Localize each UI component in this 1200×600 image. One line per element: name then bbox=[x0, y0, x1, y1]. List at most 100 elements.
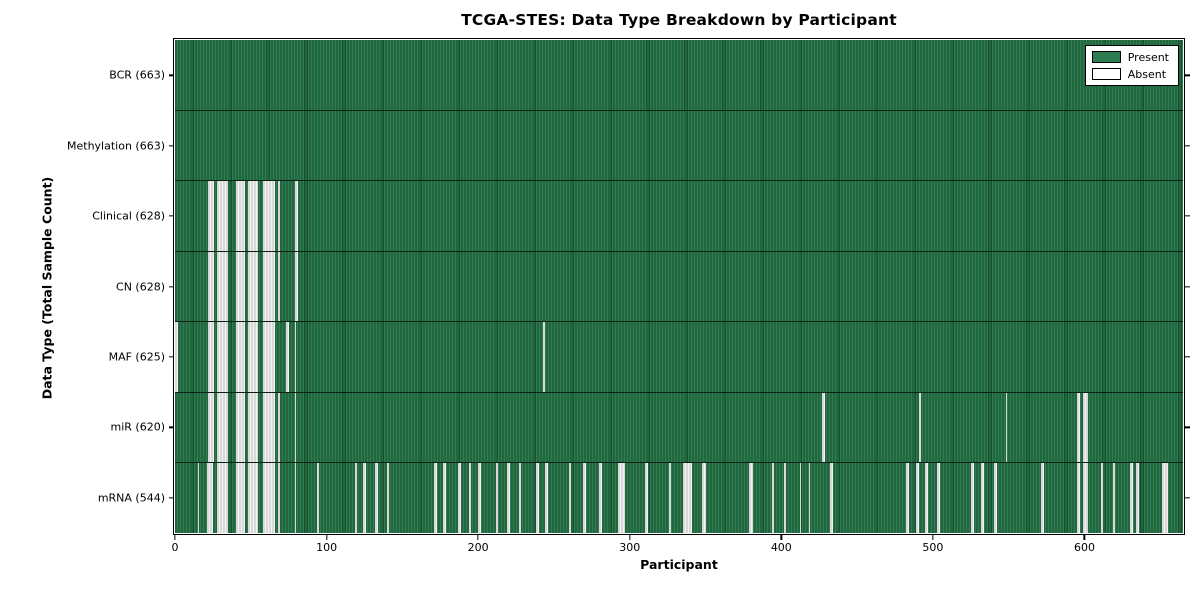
y-axis-label: Data Type (Total Sample Count) bbox=[39, 176, 55, 400]
y-tick-mark bbox=[1184, 144, 1190, 147]
absent-stripe bbox=[599, 463, 603, 533]
row-mir bbox=[175, 391, 1183, 463]
absent-stripe bbox=[247, 322, 259, 392]
row-cn bbox=[175, 250, 1183, 322]
absent-stripe bbox=[702, 463, 706, 533]
absent-stripe bbox=[1161, 463, 1168, 533]
absent-stripe bbox=[1129, 463, 1133, 533]
absent-stripe bbox=[1005, 392, 1008, 463]
absent-stripe bbox=[278, 251, 280, 322]
absent-stripe bbox=[458, 463, 462, 533]
absent-stripe bbox=[799, 463, 802, 533]
x-tick-mark bbox=[1083, 534, 1086, 540]
y-tick-label-cn: CN (628) bbox=[116, 280, 165, 293]
absent-stripe bbox=[235, 322, 245, 392]
absent-stripe bbox=[1113, 463, 1115, 533]
absent-stripe bbox=[617, 463, 626, 533]
y-tick-mark bbox=[1184, 285, 1190, 288]
absent-stripe bbox=[772, 463, 774, 533]
x-axis-label: Participant bbox=[640, 557, 718, 572]
absent-stripe bbox=[197, 463, 200, 533]
absent-stripe bbox=[434, 463, 438, 533]
absent-stripe bbox=[235, 251, 245, 322]
absent-stripe bbox=[669, 463, 671, 533]
y-tick-mark bbox=[168, 426, 174, 428]
presence-matrix bbox=[175, 40, 1183, 533]
absent-stripe bbox=[1082, 463, 1088, 533]
absent-stripe bbox=[970, 463, 974, 533]
absent-stripe bbox=[375, 463, 379, 533]
x-tick-mark bbox=[932, 534, 934, 540]
absent-stripe bbox=[822, 392, 826, 463]
y-tick-label-bcr: BCR (663) bbox=[109, 68, 165, 82]
y-tick-label-methylation: Methylation (663) bbox=[67, 139, 165, 153]
absent-stripe bbox=[217, 181, 229, 251]
y-tick-mark bbox=[1184, 356, 1190, 358]
absent-stripe bbox=[262, 322, 276, 392]
absent-stripe bbox=[208, 392, 215, 463]
row-mrna bbox=[175, 462, 1183, 533]
absent-stripe bbox=[362, 463, 366, 533]
absent-stripe bbox=[582, 463, 586, 533]
absent-stripe bbox=[1076, 463, 1080, 533]
y-tick-mark bbox=[168, 74, 174, 76]
absent-stripe bbox=[443, 463, 447, 533]
absent-stripe bbox=[247, 463, 259, 533]
absent-stripe bbox=[278, 181, 280, 251]
y-tick-label-mir: miR (620) bbox=[110, 420, 166, 434]
absent-stripe bbox=[262, 392, 276, 463]
absent-stripe bbox=[519, 463, 521, 533]
absent-stripe bbox=[235, 181, 245, 251]
legend-entry-present: Present bbox=[1091, 50, 1169, 64]
absent-stripe bbox=[916, 463, 920, 533]
absent-stripe bbox=[784, 463, 786, 533]
x-tick-mark bbox=[780, 534, 782, 540]
absent-stripe bbox=[317, 463, 319, 533]
absent-stripe bbox=[993, 463, 997, 533]
legend-swatch-present bbox=[1091, 51, 1121, 63]
y-tick-mark bbox=[168, 215, 174, 217]
absent-stripe bbox=[919, 392, 921, 463]
absent-stripe bbox=[478, 463, 482, 533]
y-tick-mark bbox=[1184, 215, 1190, 217]
absent-stripe bbox=[235, 392, 245, 463]
chart-title: TCGA-STES: Data Type Breakdown by Partic… bbox=[461, 11, 897, 29]
y-tick-mark bbox=[168, 497, 174, 499]
absent-stripe bbox=[644, 463, 648, 533]
absent-stripe bbox=[569, 463, 571, 533]
absent-stripe bbox=[208, 181, 215, 251]
absent-stripe bbox=[544, 463, 548, 533]
absent-stripe bbox=[469, 463, 471, 533]
legend-label: Absent bbox=[1127, 67, 1167, 81]
absent-stripe bbox=[543, 322, 545, 392]
absent-stripe bbox=[247, 392, 259, 463]
absent-stripe bbox=[294, 392, 297, 463]
row-methylation bbox=[175, 109, 1183, 181]
absent-stripe bbox=[925, 463, 929, 533]
y-tick-mark bbox=[168, 285, 174, 288]
absent-stripe bbox=[749, 463, 753, 533]
y-tick-mark bbox=[1184, 426, 1190, 428]
absent-stripe bbox=[981, 463, 985, 533]
y-tick-mark bbox=[168, 356, 174, 358]
x-tick-mark bbox=[174, 534, 176, 540]
x-tick-mark bbox=[629, 534, 631, 540]
y-tick-mark bbox=[168, 144, 174, 147]
absent-stripe bbox=[247, 181, 259, 251]
absent-stripe bbox=[905, 463, 909, 533]
absent-stripe bbox=[262, 181, 276, 251]
legend-label: Present bbox=[1127, 50, 1169, 64]
x-tick-label: 300 bbox=[619, 541, 641, 554]
absent-stripe bbox=[1082, 392, 1088, 463]
absent-stripe bbox=[829, 463, 833, 533]
legend-swatch-absent bbox=[1091, 68, 1121, 80]
absent-stripe bbox=[294, 463, 297, 533]
absent-stripe bbox=[235, 463, 245, 533]
absent-stripe bbox=[217, 322, 229, 392]
absent-stripe bbox=[294, 322, 297, 392]
absent-stripe bbox=[285, 322, 289, 392]
row-maf bbox=[175, 321, 1183, 392]
absent-stripe bbox=[294, 251, 298, 322]
y-tick-mark bbox=[1184, 497, 1190, 499]
